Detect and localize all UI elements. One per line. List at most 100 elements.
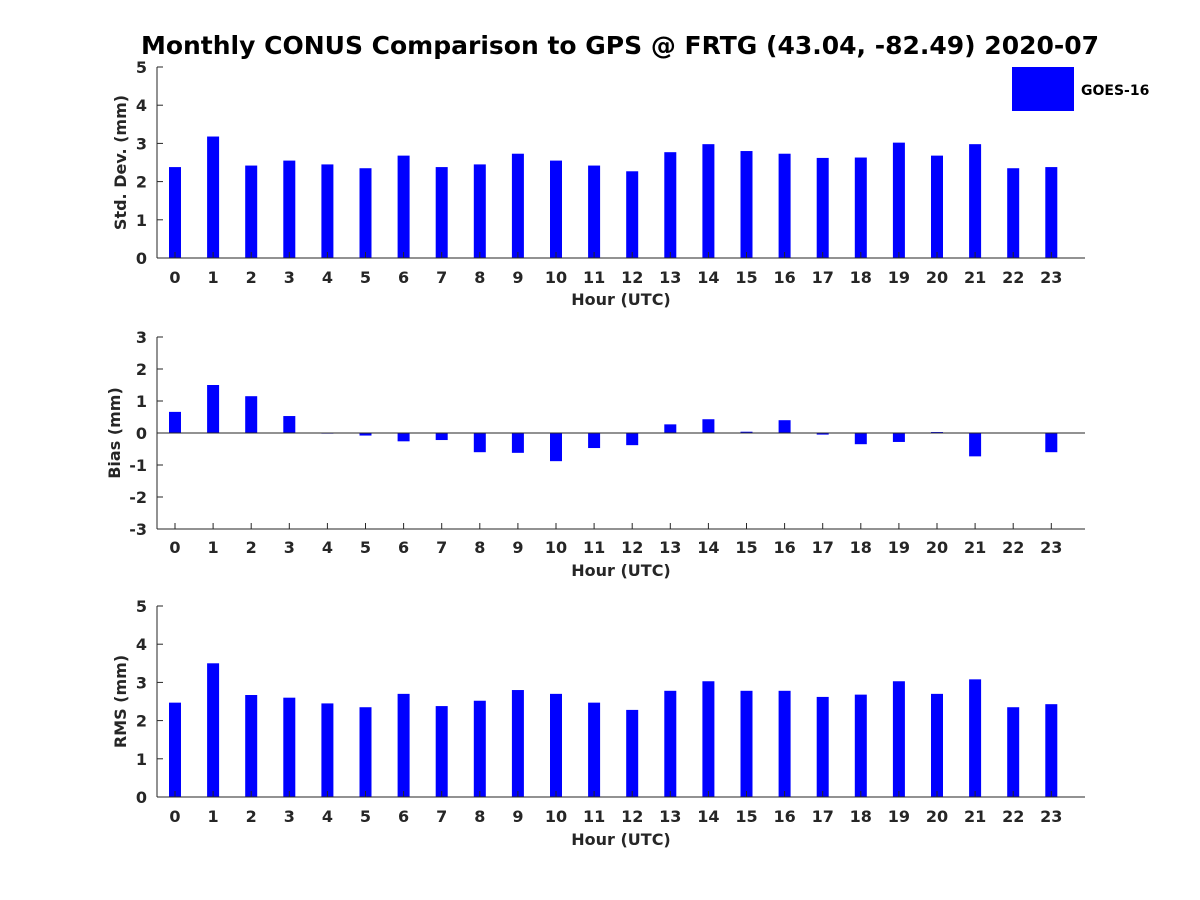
bias-bar-hour-15 — [740, 431, 753, 433]
bias-xtick-label: 14 — [697, 538, 719, 557]
rms-bar-hour-15 — [740, 690, 753, 797]
bias-ytick-label: 0 — [136, 424, 147, 443]
rms-xtick-label: 20 — [926, 807, 948, 826]
std-dev-bar-hour-8 — [473, 164, 486, 258]
rms-bar-hour-4 — [321, 703, 334, 797]
std-dev-bar-hour-20 — [931, 155, 943, 258]
bias-ytick-label: 2 — [136, 360, 147, 379]
rms-bar-hour-11 — [588, 702, 601, 797]
std-dev-xtick-label: 4 — [322, 268, 333, 287]
bias-bar-hour-19 — [892, 433, 905, 442]
std-dev-xtick-label: 6 — [398, 268, 409, 287]
rms-bar-hour-2 — [245, 695, 258, 797]
rms-bar-hour-8 — [473, 700, 486, 797]
std-dev-bar-hour-2 — [245, 165, 258, 258]
rms-bar-hour-0 — [169, 702, 181, 797]
bias-xtick-label: 3 — [284, 538, 295, 557]
rms-xtick-label: 13 — [659, 807, 681, 826]
rms-xtick-label: 17 — [812, 807, 834, 826]
rms-xtick-label: 21 — [964, 807, 986, 826]
bias-xtick-label: 9 — [512, 538, 523, 557]
rms-ytick-label: 4 — [136, 635, 147, 654]
std-dev-xtick-label: 17 — [812, 268, 834, 287]
rms-xtick-label: 5 — [360, 807, 371, 826]
rms-xtick-label: 14 — [697, 807, 719, 826]
legend-swatch — [1012, 67, 1074, 111]
bias-xtick-label: 8 — [474, 538, 485, 557]
rms-ytick-label: 1 — [136, 750, 147, 769]
bias-xtick-label: 4 — [322, 538, 333, 557]
std-dev-xtick-label: 11 — [583, 268, 605, 287]
std-dev-xtick-label: 8 — [474, 268, 485, 287]
rms-xtick-label: 22 — [1002, 807, 1024, 826]
std-dev-xtick-label: 20 — [926, 268, 948, 287]
bias-bar-hour-5 — [359, 433, 372, 436]
rms-bar-hour-7 — [435, 706, 448, 797]
bias-bar-hour-14 — [702, 419, 715, 433]
bias-xtick-label: 13 — [659, 538, 681, 557]
bias-xtick-label: 1 — [208, 538, 219, 557]
rms-xtick-label: 15 — [735, 807, 757, 826]
rms-xtick-label: 4 — [322, 807, 333, 826]
rms-bar-hour-23 — [1045, 704, 1058, 797]
rms-ytick-label: 2 — [136, 712, 147, 731]
std-dev-xtick-label: 5 — [360, 268, 371, 287]
std-dev-xtick-label: 10 — [545, 268, 567, 287]
bias-bar-hour-7 — [435, 433, 448, 441]
bias-xtick-label: 17 — [812, 538, 834, 557]
std-dev-bar-hour-5 — [359, 168, 372, 258]
std-dev-ytick-label: 0 — [136, 249, 147, 268]
std-dev-ytick-label: 4 — [136, 96, 147, 115]
legend: GOES-16 — [1012, 67, 1149, 111]
rms-bar-hour-6 — [397, 693, 410, 797]
bias-bar-hour-23 — [1045, 433, 1058, 453]
bias-xtick-label: 15 — [735, 538, 757, 557]
std-dev-xtick-label: 3 — [284, 268, 295, 287]
rms-xtick-label: 23 — [1040, 807, 1062, 826]
std-dev-bar-hour-18 — [854, 157, 867, 258]
rms-xtick-label: 7 — [436, 807, 447, 826]
bias-xtick-label: 5 — [360, 538, 371, 557]
bias-bar-hour-18 — [854, 433, 867, 445]
bias-x-axis-label: Hour (UTC) — [571, 561, 671, 580]
figure-title: Monthly CONUS Comparison to GPS @ FRTG (… — [141, 31, 1099, 60]
std-dev-bar-hour-12 — [626, 171, 639, 258]
std-dev-xtick-label: 22 — [1002, 268, 1024, 287]
bias-xtick-label: 11 — [583, 538, 605, 557]
std-dev-bar-hour-19 — [892, 142, 905, 258]
rms-xtick-label: 10 — [545, 807, 567, 826]
bias-bar-hour-6 — [397, 433, 410, 442]
bias-y-axis-label: Bias (mm) — [105, 387, 124, 479]
bias-bar-hour-9 — [511, 433, 524, 453]
rms-ytick-label: 0 — [136, 788, 147, 807]
std-dev-xtick-label: 12 — [621, 268, 643, 287]
bias-ytick-label: -3 — [129, 520, 147, 539]
rms-xtick-label: 9 — [512, 807, 523, 826]
bias-xtick-label: 7 — [436, 538, 447, 557]
bias-xtick-label: 0 — [169, 538, 180, 557]
legend-label: GOES-16 — [1081, 83, 1149, 99]
bias-bar-hour-13 — [664, 424, 677, 433]
rms-xtick-label: 19 — [888, 807, 910, 826]
std-dev-ytick-label: 1 — [136, 211, 147, 230]
std-dev-xtick-label: 21 — [964, 268, 986, 287]
rms-bar-hour-21 — [969, 679, 982, 797]
std-dev-xtick-label: 13 — [659, 268, 681, 287]
bias-bar-hour-0 — [169, 411, 181, 433]
std-dev-xtick-label: 23 — [1040, 268, 1062, 287]
std-dev-bar-hour-23 — [1045, 167, 1058, 258]
bias-xtick-label: 16 — [773, 538, 795, 557]
bias-bar-hour-12 — [626, 433, 639, 446]
std-dev-xtick-label: 9 — [512, 268, 523, 287]
std-dev-xtick-label: 7 — [436, 268, 447, 287]
rms-xtick-label: 18 — [850, 807, 872, 826]
std-dev-bar-hour-22 — [1007, 168, 1020, 258]
rms-bar-hour-3 — [283, 697, 296, 797]
rms-xtick-label: 1 — [208, 807, 219, 826]
bias-bar-hour-2 — [245, 396, 258, 433]
rms-bar-hour-16 — [778, 690, 791, 797]
std-dev-bar-hour-15 — [740, 151, 753, 258]
